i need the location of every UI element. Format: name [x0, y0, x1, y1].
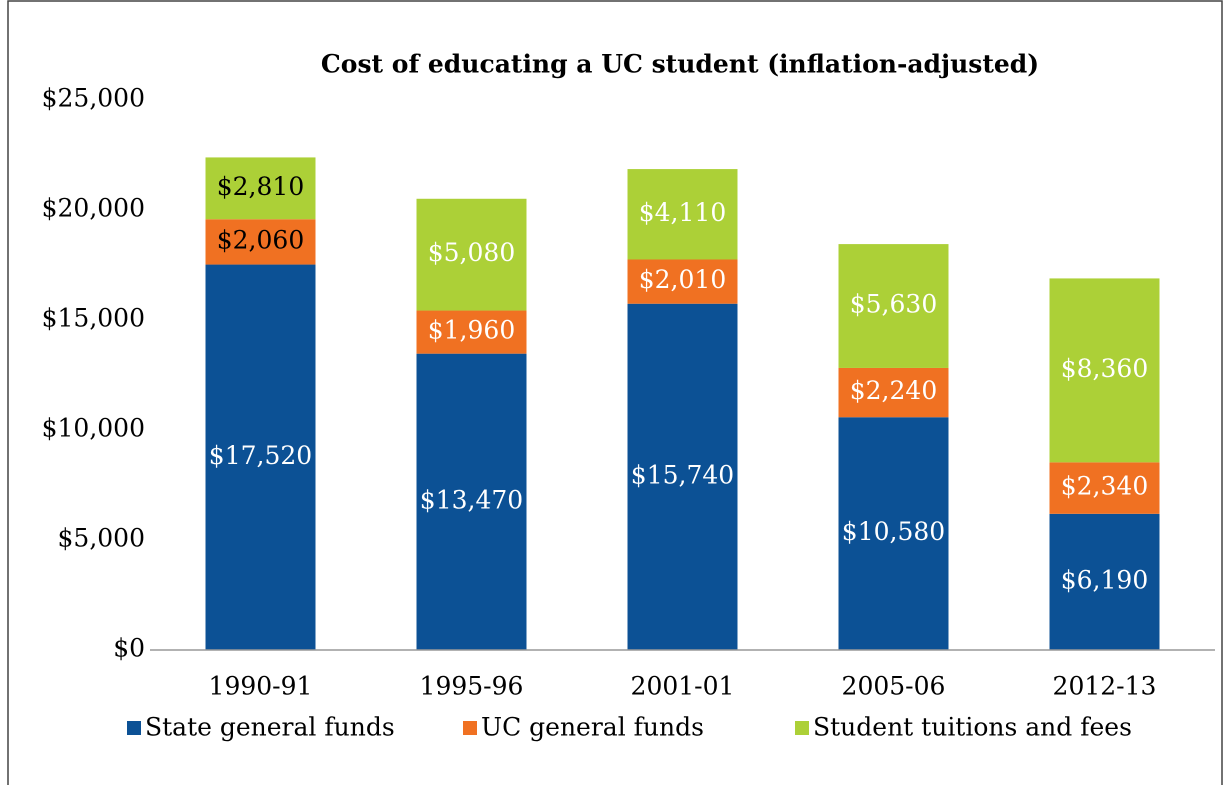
data-label: $17,520 — [209, 441, 312, 470]
legend-label: UC general funds — [481, 713, 704, 742]
data-label: $10,580 — [842, 517, 945, 546]
y-tick-label: $0 — [113, 634, 145, 663]
data-label: $4,110 — [639, 198, 726, 227]
y-tick-label: $20,000 — [42, 194, 145, 223]
data-label: $5,080 — [428, 238, 515, 267]
y-tick-label: $15,000 — [42, 304, 145, 333]
data-label: $5,630 — [850, 290, 937, 319]
chart-frame — [7, 0, 1223, 785]
legend-label: State general funds — [145, 713, 395, 742]
data-label: $2,810 — [217, 172, 304, 201]
data-label: $15,740 — [631, 460, 734, 489]
bar-segment — [1049, 462, 1160, 514]
x-tick-label: 2001-01 — [631, 672, 735, 701]
legend-swatch — [127, 721, 141, 735]
bar-segment — [838, 367, 949, 418]
y-tick-label: $25,000 — [42, 84, 145, 113]
bar-segment — [1049, 513, 1160, 650]
data-label: $2,060 — [217, 225, 304, 254]
bar-segment — [838, 244, 949, 368]
x-tick-label: 1995-96 — [420, 672, 524, 701]
bar-segment — [205, 157, 316, 220]
data-label: $8,360 — [1061, 354, 1148, 383]
bar-segment — [1049, 278, 1160, 463]
x-tick-label: 2005-06 — [842, 672, 946, 701]
legend-swatch — [795, 721, 809, 735]
bar-segment — [838, 417, 949, 650]
chart-title: Cost of educating a UC student (inflatio… — [321, 50, 1039, 79]
y-tick-label: $5,000 — [58, 524, 145, 553]
data-label: $2,010 — [639, 265, 726, 294]
bar-segment — [627, 303, 738, 650]
bar-segment — [416, 198, 527, 311]
bar-segment — [416, 310, 527, 354]
data-label: $2,340 — [1061, 472, 1148, 501]
bar-segment — [627, 259, 738, 304]
bar-segment — [205, 264, 316, 650]
data-label: $1,960 — [428, 316, 515, 345]
bar-segment — [627, 169, 738, 260]
bar-segment — [205, 219, 316, 265]
x-tick-label: 2012-13 — [1053, 672, 1157, 701]
data-label: $2,240 — [850, 376, 937, 405]
data-label: $13,470 — [420, 485, 523, 514]
legend-label: Student tuitions and fees — [813, 713, 1132, 742]
data-label: $6,190 — [1061, 565, 1148, 594]
y-tick-label: $10,000 — [42, 414, 145, 443]
bar-segment — [416, 353, 527, 650]
legend-swatch — [463, 721, 477, 735]
x-tick-label: 1990-91 — [209, 672, 313, 701]
